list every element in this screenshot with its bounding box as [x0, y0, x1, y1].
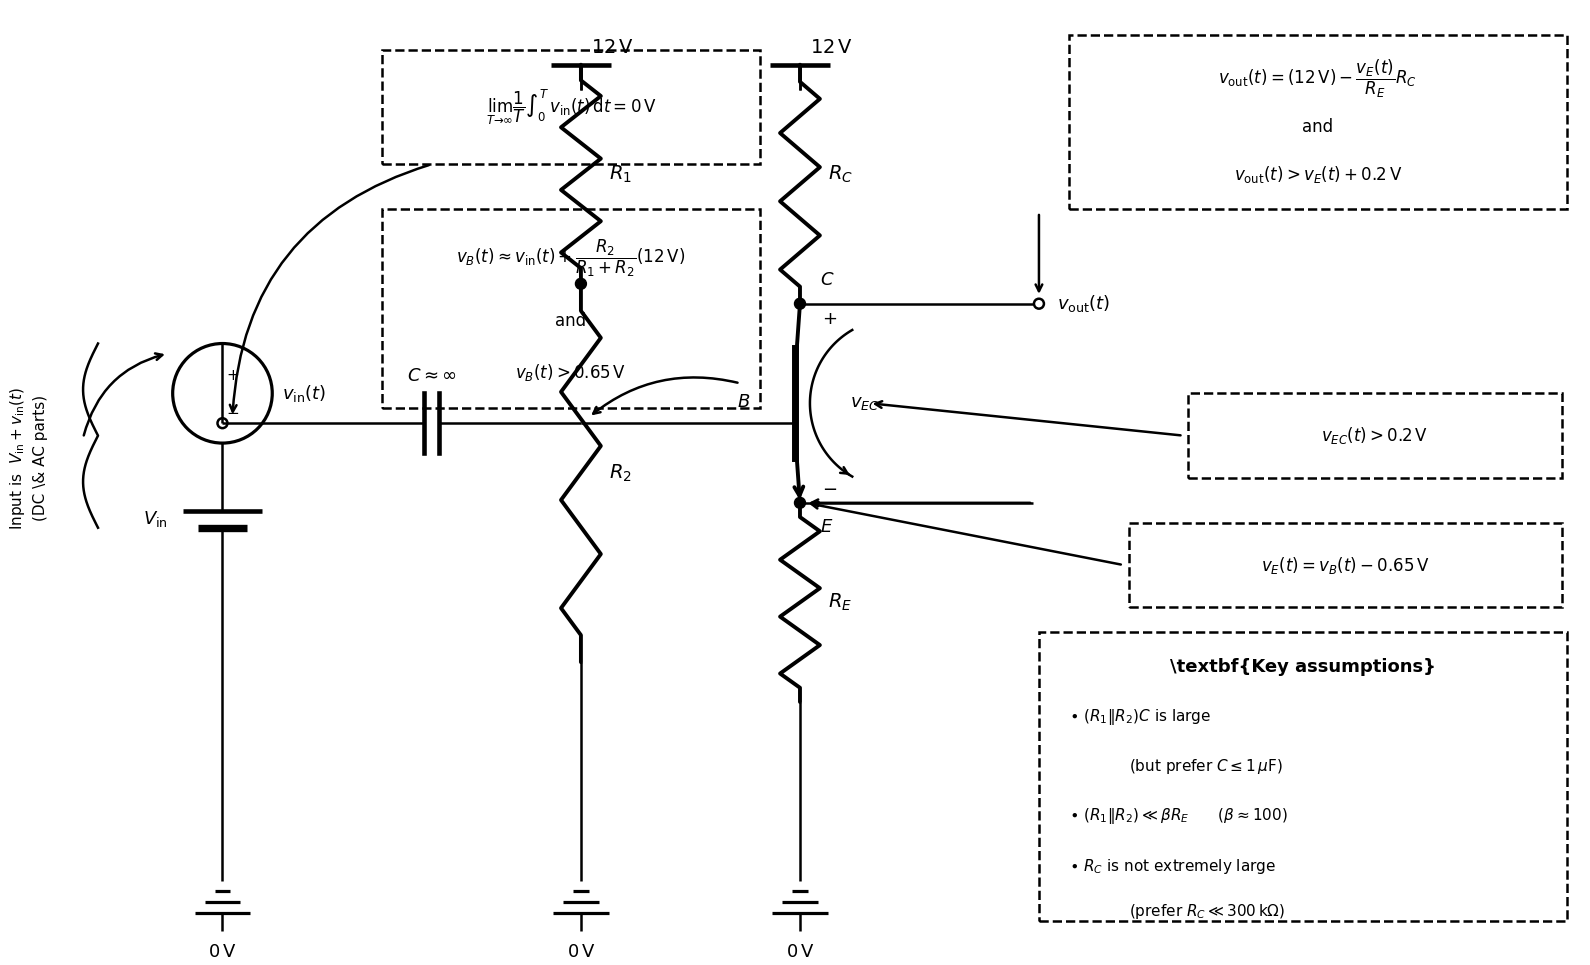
Text: $-$: $-$	[226, 403, 238, 419]
Text: and: and	[1302, 118, 1334, 136]
Text: $R_2$: $R_2$	[609, 462, 631, 483]
Text: $-$: $-$	[822, 479, 838, 497]
Bar	[382, 209, 760, 408]
Text: $0\,\mathrm{V}$: $0\,\mathrm{V}$	[566, 943, 595, 961]
Text: (prefer $R_C \ll 300\,\mathrm{k}\Omega$): (prefer $R_C \ll 300\,\mathrm{k}\Omega$)	[1129, 901, 1285, 921]
Text: $v_{EC}(t) > 0.2\,\mathrm{V}$: $v_{EC}(t) > 0.2\,\mathrm{V}$	[1321, 426, 1428, 446]
Text: $0\,\mathrm{V}$: $0\,\mathrm{V}$	[785, 943, 814, 961]
Text: $12\,\mathrm{V}$: $12\,\mathrm{V}$	[809, 38, 854, 57]
Text: (but prefer $C \leq 1\,\mu\mathrm{F}$): (but prefer $C \leq 1\,\mu\mathrm{F}$)	[1129, 758, 1283, 776]
Text: \textbf{Key assumptions}: \textbf{Key assumptions}	[1170, 658, 1436, 676]
Text: $R_E$: $R_E$	[828, 592, 852, 613]
Text: $E$: $E$	[820, 518, 833, 536]
Bar	[382, 50, 760, 164]
Text: $v_E(t) = v_B(t) - 0.65\,\mathrm{V}$: $v_E(t) = v_B(t) - 0.65\,\mathrm{V}$	[1261, 555, 1429, 575]
Text: $\bullet$ $(R_1 \| R_2) \ll \beta R_E \qquad (\beta \approx 100)$: $\bullet$ $(R_1 \| R_2) \ll \beta R_E \q…	[1068, 807, 1288, 826]
Text: $12\,\mathrm{V}$: $12\,\mathrm{V}$	[591, 38, 634, 57]
Text: $\bullet$ $R_C$ is not extremely large: $\bullet$ $R_C$ is not extremely large	[1068, 857, 1275, 876]
Text: $v_{\mathrm{out}}(t) = (12\,\mathrm{V}) - \dfrac{v_E(t)}{R_E}R_C$: $v_{\mathrm{out}}(t) = (12\,\mathrm{V}) …	[1218, 57, 1417, 99]
Bar	[1068, 35, 1566, 209]
Bar	[1038, 632, 1566, 921]
Text: $C \approx \infty$: $C \approx \infty$	[407, 368, 456, 385]
Text: $v_{\mathrm{out}}(t) > v_E(t) + 0.2\,\mathrm{V}$: $v_{\mathrm{out}}(t) > v_E(t) + 0.2\,\ma…	[1234, 164, 1402, 184]
Circle shape	[795, 497, 806, 509]
Text: $v_B(t) \approx v_{\mathrm{in}}(t) + \dfrac{R_2}{R_1+R_2}(12\,\mathrm{V})$: $v_B(t) \approx v_{\mathrm{in}}(t) + \df…	[456, 238, 685, 280]
Text: $R_C$: $R_C$	[828, 164, 852, 185]
Text: $v_{\mathrm{in}}(t)$: $v_{\mathrm{in}}(t)$	[281, 383, 326, 403]
Text: $B$: $B$	[736, 393, 750, 411]
Circle shape	[576, 278, 587, 289]
Text: $v_{\mathrm{out}}(t)$: $v_{\mathrm{out}}(t)$	[1057, 293, 1110, 315]
Text: $v_{EC}$: $v_{EC}$	[849, 395, 879, 412]
Bar	[1188, 394, 1561, 478]
Text: $+$: $+$	[822, 310, 838, 328]
Circle shape	[795, 298, 806, 309]
Bar	[1129, 523, 1561, 607]
Text: $V_{\mathrm{in}}$: $V_{\mathrm{in}}$	[143, 510, 167, 529]
Text: $+$: $+$	[226, 368, 238, 383]
Text: $\lim_{T\to\infty} \dfrac{1}{T} \int_0^T v_{\mathrm{in}}(t)\,\mathrm{d}t = 0\,\m: $\lim_{T\to\infty} \dfrac{1}{T} \int_0^T…	[485, 88, 657, 126]
Text: $\bullet$ $(R_1 \| R_2)C$ is large: $\bullet$ $(R_1 \| R_2)C$ is large	[1068, 707, 1212, 727]
Text: $C$: $C$	[820, 271, 835, 289]
Text: $0\,\mathrm{V}$: $0\,\mathrm{V}$	[208, 943, 237, 961]
Text: Input is  $V_{\mathrm{in}} + v_{\mathrm{in}}(t)$
(DC \& AC parts): Input is $V_{\mathrm{in}} + v_{\mathrm{i…	[8, 386, 48, 530]
Text: $v_B(t) > 0.65\,\mathrm{V}$: $v_B(t) > 0.65\,\mathrm{V}$	[515, 362, 626, 383]
Text: $R_1$: $R_1$	[609, 164, 631, 185]
Text: and: and	[555, 312, 587, 330]
